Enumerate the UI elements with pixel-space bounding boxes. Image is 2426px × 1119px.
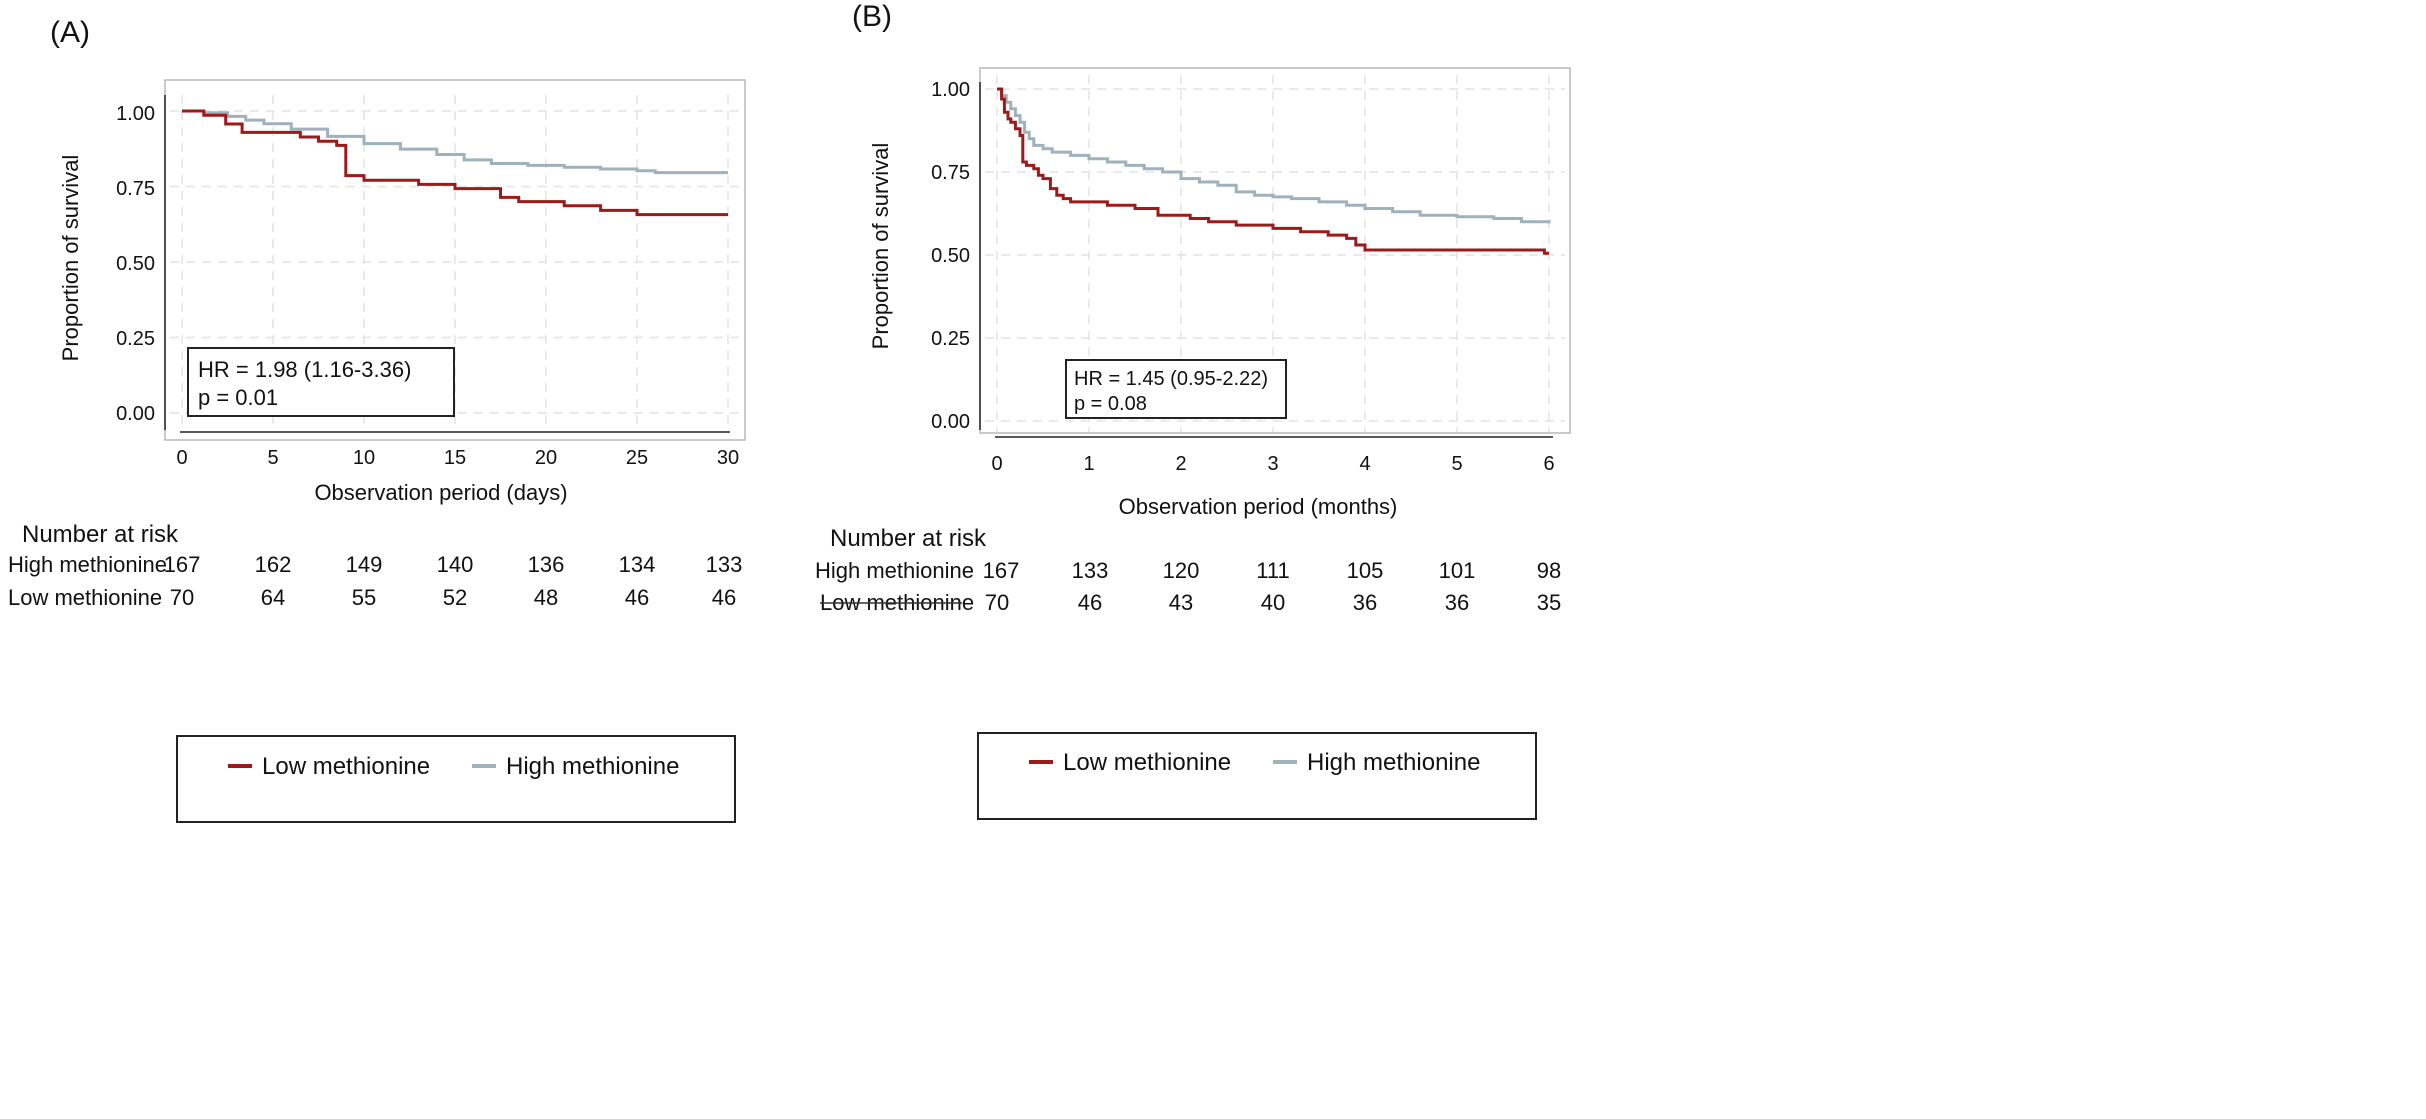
risk-value: 101 — [1439, 558, 1476, 583]
legend-label-low: Low methionine — [1063, 749, 1231, 776]
panel-a-p-text: p = 0.01 — [198, 385, 278, 410]
risk-value: 46 — [1078, 590, 1102, 615]
panel-a-risk-row-label-high: High methionine — [8, 552, 167, 577]
risk-value: 35 — [1537, 590, 1561, 615]
panel-a-x-axis-label: Observation period (days) — [314, 480, 567, 505]
x-tick-label: 15 — [444, 447, 466, 469]
panel-a-legend: Low methionine High methionine — [177, 736, 735, 822]
panel-b-legend-box — [978, 733, 1536, 819]
risk-value: 70 — [985, 590, 1009, 615]
y-tick-label: 0.75 — [116, 178, 155, 200]
risk-value: 43 — [1169, 590, 1193, 615]
risk-value: 52 — [443, 585, 467, 610]
risk-value: 167 — [164, 552, 201, 577]
y-tick-label: 0.50 — [116, 253, 155, 275]
y-tick-label: 0.25 — [116, 328, 155, 350]
legend-label-high: High methionine — [506, 753, 679, 780]
risk-value: 134 — [619, 552, 656, 577]
y-tick-label: 0.25 — [931, 328, 970, 350]
risk-value: 136 — [528, 552, 565, 577]
panel-a-label: (A) — [50, 16, 90, 49]
risk-value: 111 — [1256, 558, 1289, 583]
x-tick-label: 0 — [176, 447, 187, 469]
x-tick-label: 1 — [1083, 453, 1094, 475]
risk-value: 162 — [255, 552, 292, 577]
x-tick-label: 4 — [1359, 453, 1370, 475]
legend-label-low: Low methionine — [262, 753, 430, 780]
y-tick-label: 0.50 — [931, 245, 970, 267]
risk-value: 167 — [983, 558, 1020, 583]
risk-value: 133 — [706, 552, 743, 577]
x-tick-label: 25 — [626, 447, 648, 469]
panel-b-label: (B) — [852, 0, 892, 33]
panel-a-risk-row-label-low: Low methionine — [8, 585, 162, 610]
x-tick-label: 20 — [535, 447, 557, 469]
x-tick-label: 0 — [991, 453, 1002, 475]
panel-b-y-axis-label: Proportion of survival — [868, 143, 893, 350]
risk-value: 140 — [437, 552, 474, 577]
x-tick-label: 30 — [717, 447, 739, 469]
panel-a-hr-text: HR = 1.98 (1.16-3.36) — [198, 357, 411, 382]
risk-value: 149 — [346, 552, 383, 577]
x-tick-label: 3 — [1267, 453, 1278, 475]
x-tick-label: 10 — [353, 447, 375, 469]
risk-value: 46 — [712, 585, 736, 610]
survival-figure: (A) 0.00 0.25 0.50 0.75 1.00 0 5 10 15 2… — [0, 0, 2426, 1119]
risk-value: 48 — [534, 585, 558, 610]
panel-b-risk-row-label-high: High methionine — [815, 558, 974, 583]
legend-label-high: High methionine — [1307, 749, 1480, 776]
risk-value: 36 — [1353, 590, 1377, 615]
panel-b-p-text: p = 0.08 — [1074, 393, 1147, 415]
panel-b-hr-text: HR = 1.45 (0.95-2.22) — [1074, 368, 1268, 390]
panel-b-legend: Low methionine High methionine — [978, 733, 1536, 819]
x-tick-label: 5 — [1451, 453, 1462, 475]
x-tick-label: 5 — [267, 447, 278, 469]
risk-value: 120 — [1163, 558, 1200, 583]
risk-value: 98 — [1537, 558, 1561, 583]
risk-value: 55 — [352, 585, 376, 610]
panel-b-risk-title: Number at risk — [830, 525, 987, 552]
y-tick-label: 0.00 — [931, 411, 970, 433]
x-tick-label: 6 — [1543, 453, 1554, 475]
panel-b-x-axis-label: Observation period (months) — [1119, 494, 1398, 519]
risk-value: 70 — [170, 585, 194, 610]
risk-value: 64 — [261, 585, 285, 610]
panel-a-risk-title: Number at risk — [22, 521, 179, 548]
panel-a-y-axis-label: Proportion of survival — [58, 155, 83, 362]
y-tick-label: 1.00 — [931, 79, 970, 101]
risk-value: 46 — [625, 585, 649, 610]
y-tick-label: 0.00 — [116, 403, 155, 425]
risk-value: 133 — [1072, 558, 1109, 583]
y-tick-label: 1.00 — [116, 103, 155, 125]
risk-value: 36 — [1445, 590, 1469, 615]
risk-value: 105 — [1347, 558, 1384, 583]
x-tick-label: 2 — [1175, 453, 1186, 475]
y-tick-label: 0.75 — [931, 162, 970, 184]
risk-value: 40 — [1261, 590, 1285, 615]
